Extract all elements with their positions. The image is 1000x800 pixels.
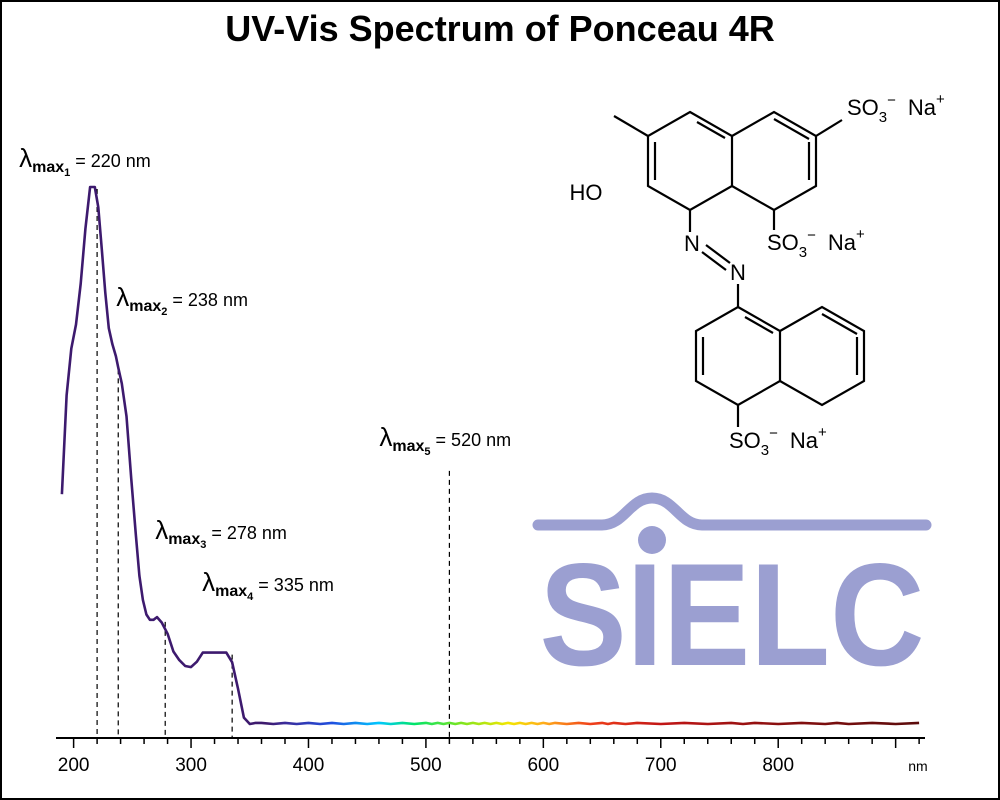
structure-labels: HO N N SO3− Na+ SO3− Na+ SO3− Na+	[570, 91, 946, 459]
peak-label: λmax2 = 238 nm	[116, 282, 248, 318]
x-tick-label: 500	[410, 755, 442, 776]
logo-swoosh	[532, 492, 932, 531]
chart-title: UV-Vis Spectrum of Ponceau 4R	[225, 8, 775, 49]
x-tick-label: 700	[645, 755, 677, 776]
x-tick-label: 400	[293, 755, 325, 776]
azo-n-lower: N	[730, 260, 746, 285]
x-axis-unit: nm	[908, 758, 927, 774]
peak-label: λmax4 = 335 nm	[202, 567, 334, 603]
peak-drop-lines	[96, 189, 450, 738]
sulfonate-label-top: SO3− Na+	[847, 91, 945, 126]
peak-label: λmax5 = 520 nm	[379, 422, 511, 458]
hydroxyl-label: HO	[570, 180, 603, 205]
peak-label: λmax3 = 278 nm	[155, 515, 287, 551]
x-axis: nm 200 300 400 500 600 700 800	[56, 737, 928, 776]
x-tick-label: 800	[762, 755, 794, 776]
chemical-structure	[613, 110, 866, 427]
peak-labels: λmax1 = 220 nm λmax2 = 238 nm λmax3 = 278 …	[19, 143, 511, 603]
sielc-logo: SIELC	[532, 492, 932, 696]
azo-n-upper: N	[684, 231, 700, 256]
x-tick-label: 200	[58, 755, 90, 776]
logo-dot	[638, 526, 666, 554]
spectrum-line	[60, 185, 920, 726]
peak-label: λmax1 = 220 nm	[19, 143, 151, 179]
spectrum-series	[60, 185, 920, 726]
logo-text: SIELC	[540, 533, 925, 696]
x-tick-label: 600	[527, 755, 559, 776]
sulfonate-label-bottom: SO3− Na+	[729, 424, 827, 459]
sulfonate-label-middle: SO3− Na+	[767, 226, 865, 261]
x-tick-label: 300	[175, 755, 207, 776]
